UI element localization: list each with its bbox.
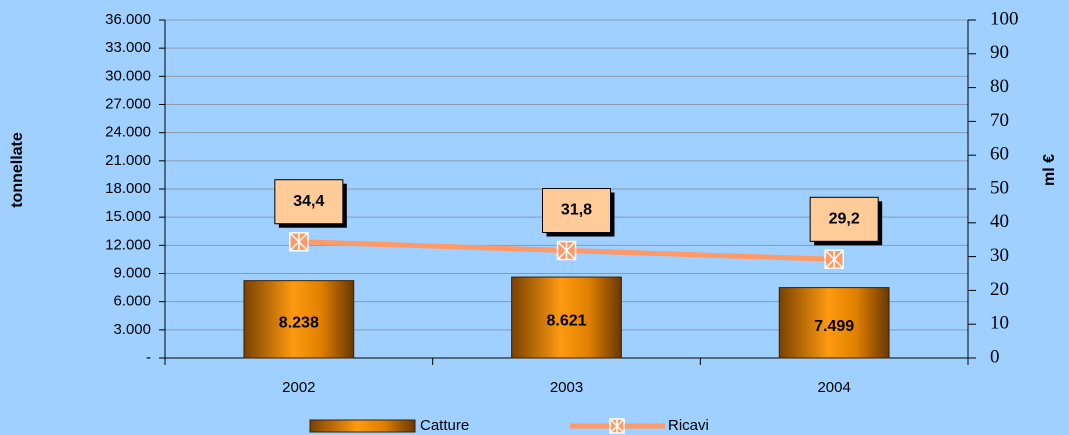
x-tick-label: 2004 <box>817 379 850 396</box>
y-axis-label: tonnellate <box>9 132 26 208</box>
bar-value-label: 7.499 <box>814 318 854 335</box>
y2-tick-label: 10 <box>990 313 1009 334</box>
y2-tick-label: 60 <box>990 144 1009 165</box>
label-box <box>542 188 611 234</box>
y2-tick-label: 0 <box>990 346 1000 367</box>
bar <box>778 287 890 359</box>
y-tick-label: 6.000 <box>113 293 151 310</box>
label-box <box>809 196 879 242</box>
y2-tick-label: 100 <box>990 8 1019 29</box>
legend-marker <box>609 418 625 434</box>
line-value-label: 29,2 <box>829 211 860 228</box>
y-tick-label: - <box>146 349 151 366</box>
y2-tick-label: 30 <box>990 245 1009 266</box>
bar <box>243 280 355 359</box>
y-tick-label: 36.000 <box>105 11 151 28</box>
line-value-label: 31,8 <box>561 202 592 219</box>
y2-tick-label: 50 <box>990 177 1009 198</box>
legend-swatch <box>309 419 416 433</box>
y-tick-label: 30.000 <box>105 67 151 84</box>
y-tick-label: 18.000 <box>105 180 151 197</box>
line-marker <box>556 240 577 261</box>
y2-tick-label: 70 <box>990 110 1009 131</box>
y2-axis-label: ml € <box>1041 154 1058 186</box>
y-tick-label: 27.000 <box>105 95 151 112</box>
y-tick-label: 21.000 <box>105 152 151 169</box>
line-marker <box>824 249 844 270</box>
y-tick-label: 33.000 <box>105 39 151 56</box>
label-box <box>274 179 344 225</box>
x-tick-label: 2002 <box>282 379 315 396</box>
bar-value-label: 8.621 <box>546 313 586 330</box>
y-tick-label: 15.000 <box>105 208 151 225</box>
legend-label: Catture <box>420 417 469 434</box>
y2-tick-label: 90 <box>990 42 1009 63</box>
y-tick-label: 3.000 <box>113 321 151 338</box>
y-tick-label: 9.000 <box>113 264 151 281</box>
y2-tick-label: 80 <box>990 76 1009 97</box>
y-tick-label: 24.000 <box>105 124 151 141</box>
y2-tick-label: 40 <box>990 211 1009 232</box>
bar <box>511 276 622 359</box>
y2-tick-label: 20 <box>990 279 1009 300</box>
line-value-label: 34,4 <box>293 193 324 210</box>
line-marker <box>289 231 309 252</box>
x-tick-label: 2003 <box>550 379 583 396</box>
bar-value-label: 8.238 <box>279 315 319 332</box>
y-tick-label: 12.000 <box>105 236 151 253</box>
legend-label: Ricavi <box>668 417 709 434</box>
